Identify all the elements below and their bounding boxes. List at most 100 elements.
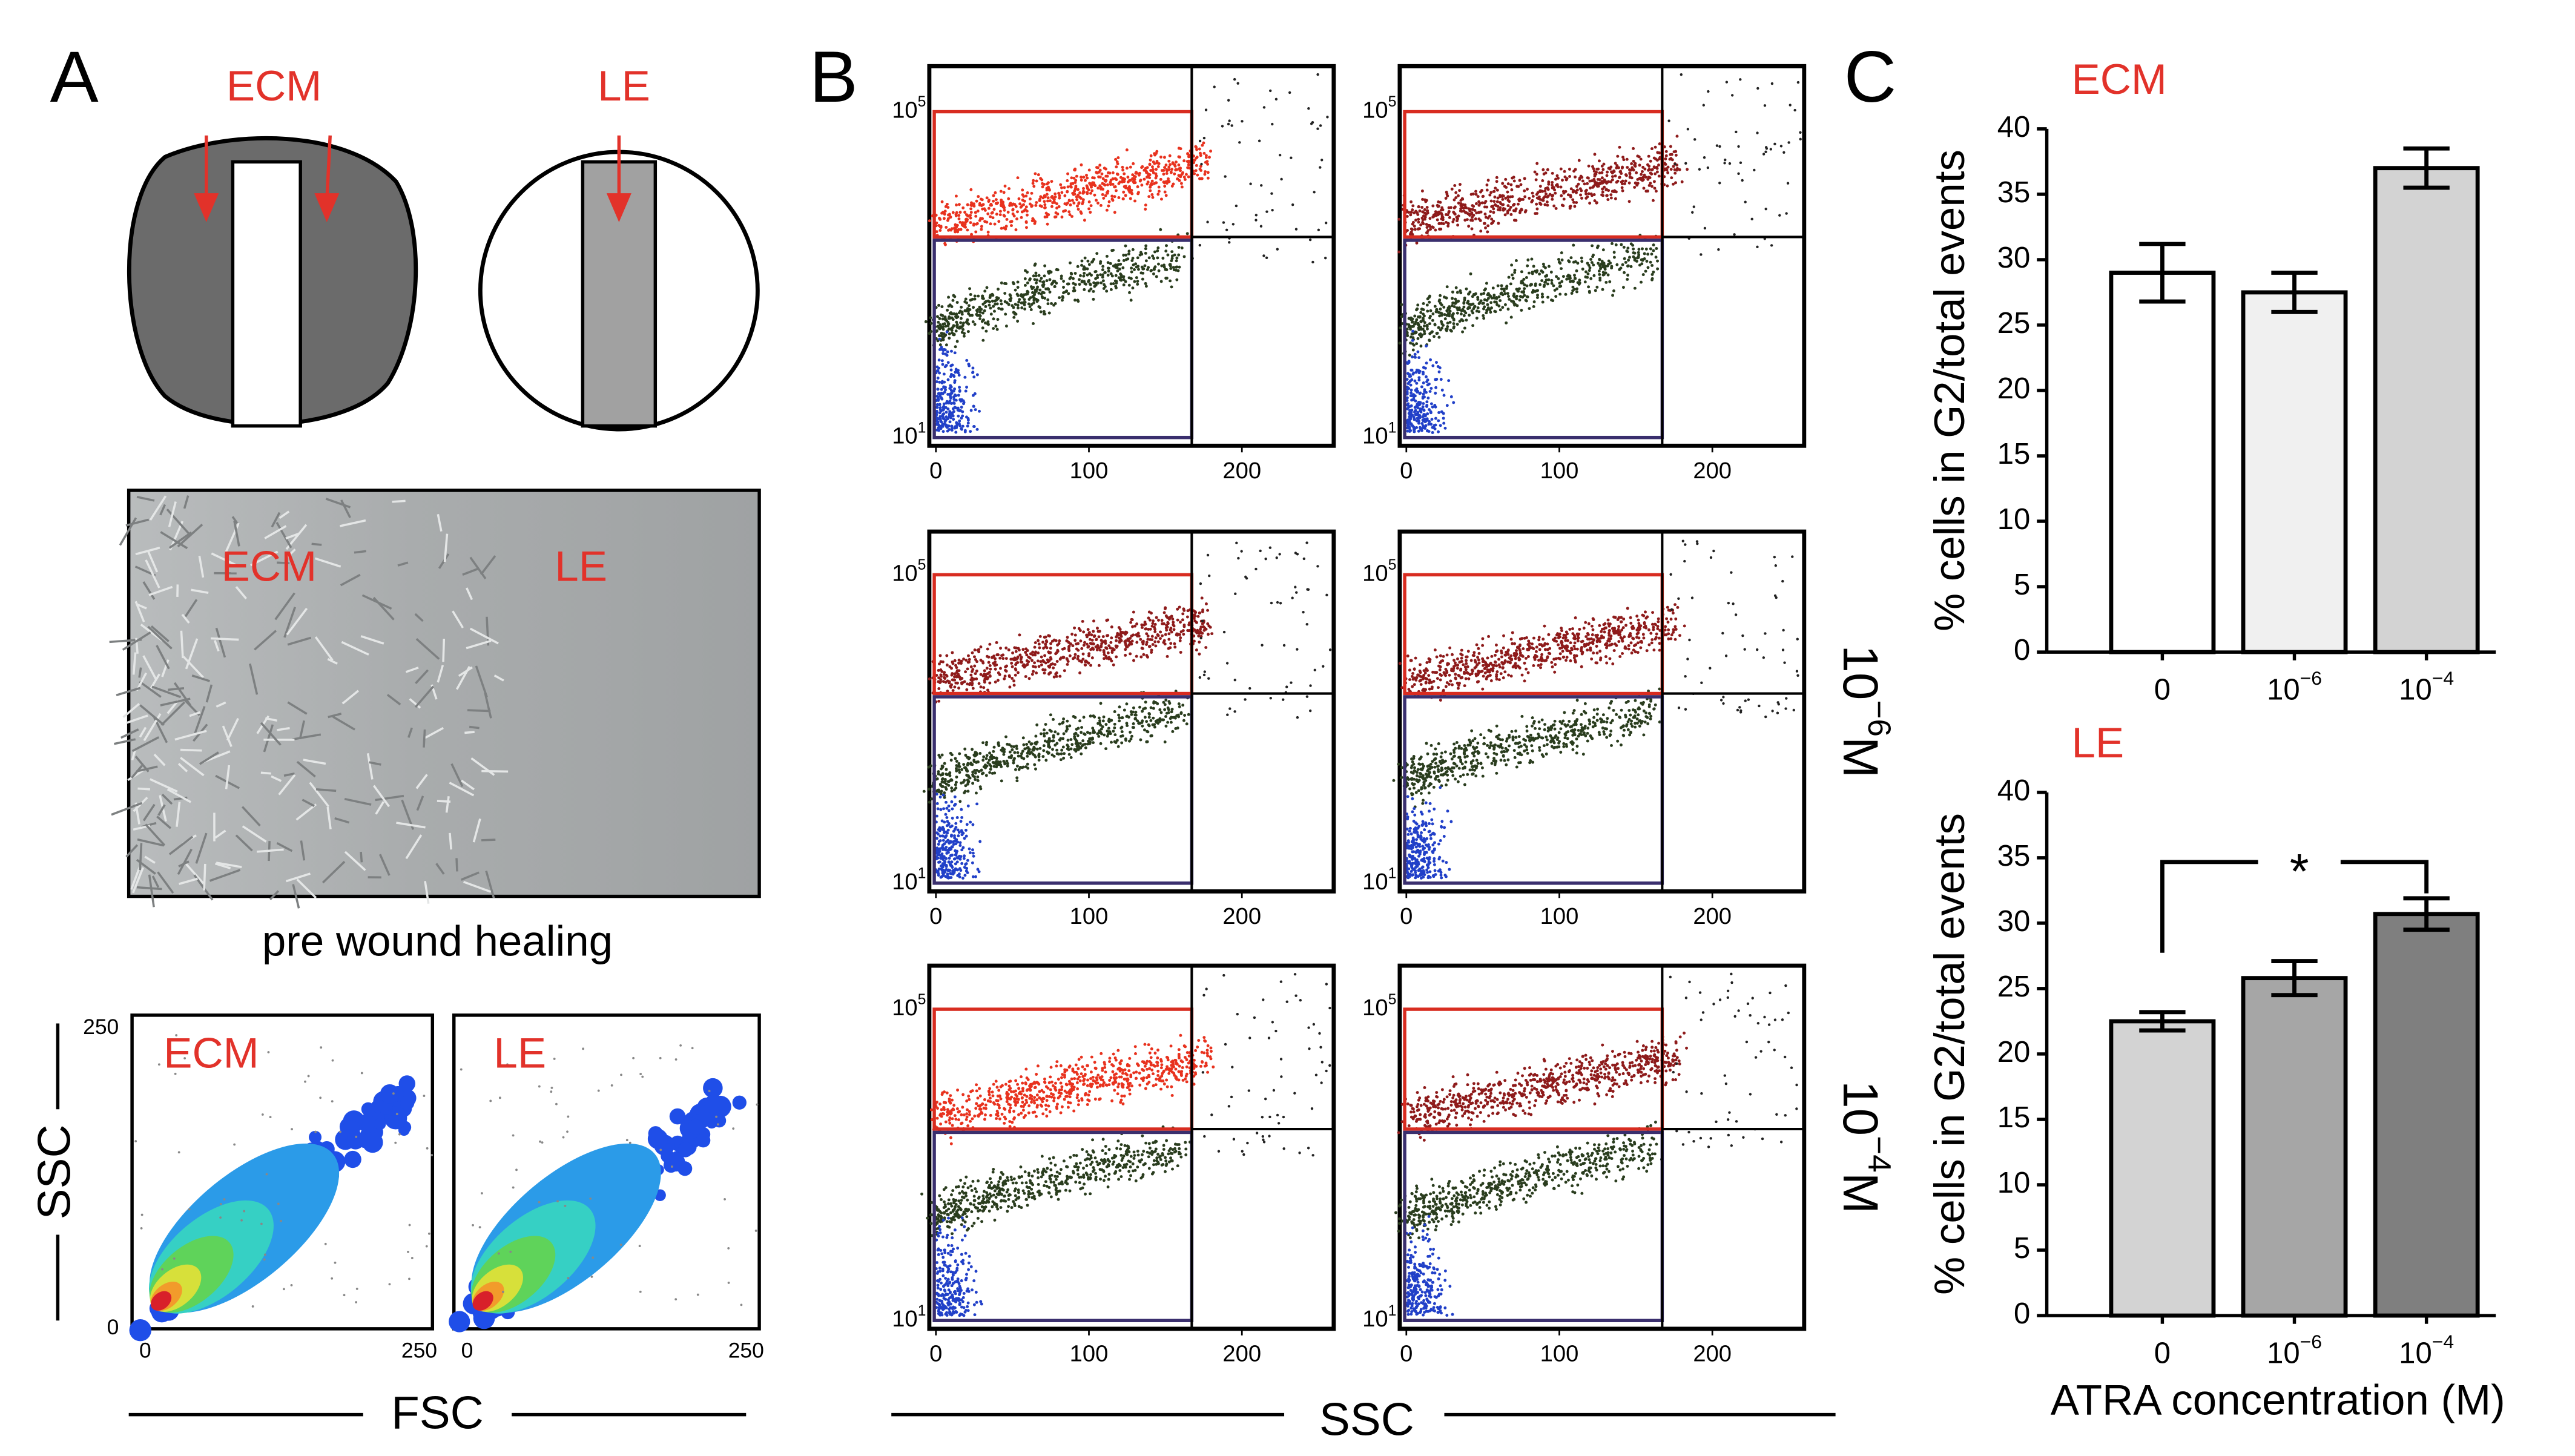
event	[1115, 639, 1118, 642]
event	[1597, 167, 1600, 171]
event	[1109, 272, 1113, 275]
event	[1607, 166, 1611, 170]
event	[1436, 213, 1440, 217]
cell	[132, 867, 144, 894]
event	[1144, 282, 1147, 285]
event	[1087, 188, 1090, 191]
event	[960, 331, 964, 334]
event	[1489, 311, 1492, 314]
event	[1156, 246, 1160, 249]
cell	[344, 797, 372, 806]
event	[978, 219, 981, 222]
event	[1531, 194, 1535, 198]
event	[1186, 628, 1190, 632]
event	[1594, 289, 1597, 292]
event	[1442, 305, 1446, 309]
event	[1089, 648, 1093, 651]
event	[1125, 631, 1129, 634]
event	[1009, 297, 1013, 300]
event	[1076, 300, 1080, 303]
event	[992, 208, 996, 211]
panel-letter: C	[1844, 36, 1897, 117]
cell	[182, 656, 204, 679]
cell	[185, 638, 199, 670]
event	[937, 334, 941, 337]
event	[1181, 629, 1185, 633]
event	[1235, 204, 1238, 208]
event	[950, 391, 954, 395]
event	[971, 371, 974, 374]
event	[1434, 228, 1437, 232]
event	[1670, 153, 1673, 156]
sparse-event	[708, 1090, 711, 1093]
event	[1060, 216, 1064, 219]
event	[1429, 331, 1433, 334]
event	[1016, 176, 1020, 180]
event	[1066, 663, 1069, 666]
event	[1149, 269, 1153, 272]
event	[1174, 168, 1178, 172]
event	[1545, 274, 1548, 278]
event	[1574, 260, 1577, 263]
event	[1169, 720, 1173, 724]
event	[1569, 256, 1573, 260]
event	[955, 776, 958, 779]
event	[1547, 265, 1551, 268]
event	[1446, 224, 1450, 228]
event	[1183, 178, 1187, 181]
event	[1572, 200, 1575, 204]
event	[941, 314, 945, 317]
event	[1163, 607, 1167, 610]
event	[965, 214, 969, 217]
event	[1166, 654, 1169, 658]
event	[1669, 157, 1673, 160]
event	[973, 297, 977, 301]
event	[1551, 171, 1554, 175]
row-label-base: 10	[1833, 645, 1888, 700]
event	[1532, 300, 1536, 303]
event	[1614, 197, 1617, 200]
event	[1041, 196, 1045, 200]
event	[1127, 276, 1131, 280]
event	[1706, 166, 1710, 170]
event	[1787, 141, 1790, 144]
event	[1621, 179, 1624, 183]
event	[957, 217, 961, 220]
event	[1055, 268, 1058, 271]
event	[1433, 404, 1437, 407]
event	[1090, 656, 1094, 660]
event	[1177, 147, 1181, 150]
event	[1407, 412, 1411, 415]
event	[967, 654, 970, 657]
event	[1164, 614, 1168, 618]
event	[950, 429, 954, 432]
event	[943, 365, 947, 369]
event	[938, 217, 942, 221]
event	[1182, 624, 1186, 627]
event	[1411, 329, 1415, 333]
event	[940, 387, 943, 391]
event	[1489, 210, 1492, 213]
event	[985, 220, 989, 224]
event	[1608, 280, 1612, 283]
event	[1434, 378, 1437, 381]
event	[948, 415, 951, 418]
event	[1616, 154, 1620, 158]
sparse-event	[233, 1143, 236, 1146]
event	[1612, 251, 1616, 254]
event	[1533, 170, 1537, 174]
event	[1535, 269, 1539, 272]
event	[1156, 165, 1160, 168]
event	[1512, 209, 1515, 212]
event	[1426, 429, 1429, 432]
event	[1399, 326, 1402, 330]
event	[1046, 660, 1050, 664]
event	[1172, 266, 1175, 269]
event	[1643, 252, 1646, 255]
event	[1665, 168, 1669, 172]
event	[1184, 173, 1188, 176]
cell	[225, 765, 231, 789]
event	[1406, 407, 1409, 410]
event	[962, 402, 965, 406]
event	[1092, 297, 1095, 301]
